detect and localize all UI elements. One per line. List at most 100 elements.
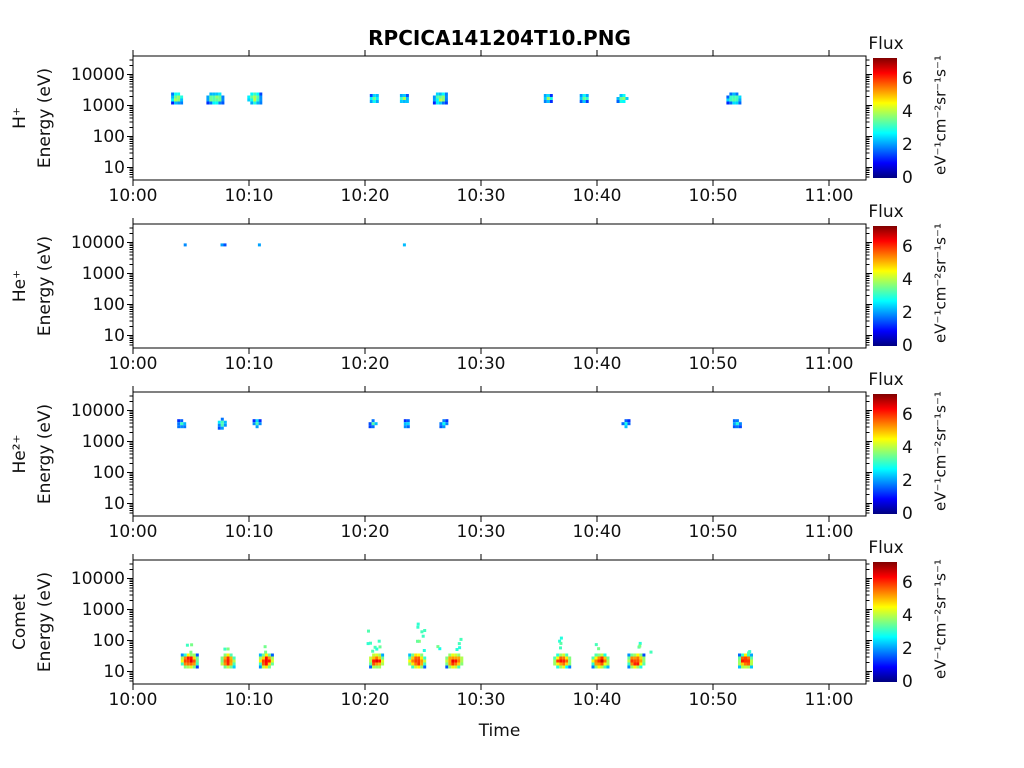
flux-bin	[729, 95, 733, 99]
panel-species-label: He²⁺	[10, 434, 30, 474]
flux-bin	[559, 656, 563, 660]
colorbar-tick-label: 0	[902, 336, 913, 356]
flux-bin	[256, 92, 260, 96]
flux-bin	[171, 101, 175, 105]
flux-bin	[252, 422, 256, 426]
flux-bin	[411, 656, 415, 660]
flux-bin	[223, 653, 227, 657]
flux-bin	[195, 662, 199, 666]
flux-bin	[546, 100, 550, 103]
flux-bin	[416, 639, 419, 643]
flux-bin	[621, 422, 625, 426]
flux-bin	[183, 662, 187, 666]
flux-bin	[558, 639, 562, 643]
flux-bin	[562, 653, 566, 657]
x-tick-label: 10:40	[572, 522, 622, 542]
flux-bin	[375, 662, 379, 666]
flux-bin	[451, 662, 455, 666]
flux-bin	[738, 101, 742, 105]
panel-1-plot	[127, 218, 873, 354]
flux-bin	[741, 659, 744, 663]
flux-bin	[420, 630, 424, 634]
flux-bin	[633, 662, 637, 666]
flux-bin	[261, 653, 265, 657]
flux-bin	[372, 94, 376, 97]
spectrogram-blobs	[180, 622, 753, 669]
flux-bin	[232, 659, 236, 663]
flux-bin	[177, 101, 181, 105]
flux-bin	[402, 243, 406, 247]
flux-bin	[267, 662, 271, 666]
flux-bin	[226, 653, 230, 657]
x-tick-label: 10:50	[688, 522, 738, 542]
flux-bin	[642, 659, 646, 663]
flux-bin	[189, 659, 193, 663]
flux-bin	[441, 101, 445, 105]
y-tick-label: 1000	[81, 599, 125, 620]
y-tick-label: 10	[103, 493, 125, 514]
flux-bin	[192, 665, 196, 669]
flux-bin	[220, 656, 224, 660]
flux-bin	[616, 100, 620, 103]
flux-bin	[411, 662, 415, 666]
flux-bin	[218, 95, 222, 99]
flux-bin	[263, 645, 267, 649]
flux-bin	[177, 98, 181, 102]
panel-species-label: He⁺	[10, 269, 30, 303]
flux-bin	[378, 656, 382, 660]
flux-bin	[375, 647, 379, 651]
flux-bin	[217, 420, 221, 424]
flux-bin	[435, 101, 439, 105]
flux-bin	[750, 665, 753, 669]
flux-bin	[454, 656, 458, 660]
flux-bin	[267, 659, 271, 663]
flux-bin	[253, 98, 257, 102]
flux-bin	[250, 92, 254, 96]
flux-bin	[741, 653, 744, 657]
flux-bin	[212, 95, 216, 99]
flux-bin	[373, 645, 377, 649]
flux-bin	[741, 665, 744, 669]
flux-bin	[633, 659, 637, 663]
flux-bin	[747, 665, 750, 669]
flux-bin	[206, 98, 210, 102]
flux-bin	[212, 92, 216, 96]
flux-bin	[738, 422, 742, 426]
flux-bin	[369, 659, 373, 663]
flux-bin	[259, 95, 263, 99]
flux-bin	[553, 659, 557, 663]
flux-bin	[417, 639, 421, 643]
flux-bin	[454, 653, 458, 657]
flux-bin	[444, 101, 448, 105]
flux-bin	[582, 97, 586, 100]
flux-bin	[744, 662, 747, 666]
flux-bin	[442, 419, 446, 423]
flux-bin	[414, 656, 418, 660]
x-tick-label: 11:00	[804, 522, 854, 542]
flux-bin	[221, 95, 225, 99]
flux-bin	[441, 92, 445, 96]
colorbar-title: Flux	[868, 202, 904, 222]
flux-bin	[438, 92, 442, 96]
flux-bin	[639, 665, 643, 669]
flux-bin	[369, 100, 373, 103]
colorbar-tick-label: 2	[902, 135, 913, 156]
flux-bin	[638, 641, 642, 645]
flux-bin	[416, 622, 420, 626]
flux-bin	[226, 662, 230, 666]
flux-bin	[597, 662, 601, 666]
panel-0-plot	[127, 50, 873, 186]
panel-species-label: Comet	[10, 594, 30, 650]
flux-bin	[460, 656, 464, 660]
flux-bin	[253, 101, 257, 105]
x-tick-label: 11:00	[804, 690, 854, 710]
flux-bin	[448, 665, 452, 669]
flux-bin	[444, 92, 448, 96]
flux-bin	[185, 643, 189, 647]
y-tick-label: 100	[92, 126, 125, 147]
flux-bin	[559, 641, 563, 645]
flux-bin	[603, 653, 607, 657]
flux-bin	[597, 659, 601, 663]
flux-bin	[732, 425, 736, 429]
colorbar-tick-label: 4	[902, 438, 913, 459]
